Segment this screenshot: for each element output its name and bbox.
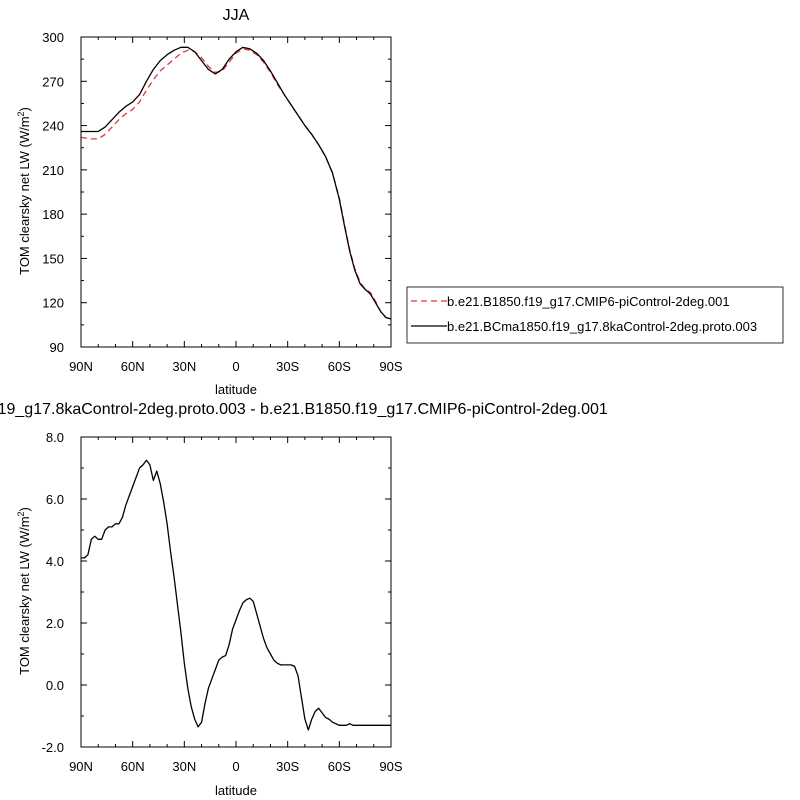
x-tick-label: 30S	[276, 759, 299, 774]
top-chart-y-axis-label: TOM clearsky net LW (W/m2)	[16, 107, 32, 275]
x-tick-label: 30N	[172, 759, 196, 774]
x-tick-label: 90S	[379, 759, 402, 774]
y-tick-label: 300	[42, 30, 64, 45]
x-tick-label: 30N	[172, 359, 196, 374]
y-tick-label: 240	[42, 119, 64, 134]
plot-frame	[80, 36, 392, 348]
top-chart-title: JJA	[223, 7, 250, 24]
bottom-chart-title: b.e21.BCma1850.f19_g17.8kaControl-2deg.p…	[0, 401, 608, 418]
x-tick-label: 60N	[121, 759, 145, 774]
x-tick-label: 60N	[121, 359, 145, 374]
legend-label-8kacontrol: b.e21.BCma1850.f19_g17.8kaControl-2deg.p…	[447, 319, 757, 334]
top-chart-x-axis-label: latitude	[215, 382, 257, 397]
y-tick-label: 0.0	[46, 678, 64, 693]
series-line-8kacontrol	[81, 46, 392, 320]
x-tick-label: 60S	[328, 359, 351, 374]
y-tick-label: 150	[42, 251, 64, 266]
bottom-chart-x-axis-label: latitude	[215, 783, 257, 798]
x-tick-label: 90N	[69, 359, 93, 374]
legend-frame	[406, 286, 784, 344]
y-tick-label: 2.0	[46, 616, 64, 631]
y-tick-label: 4.0	[46, 554, 64, 569]
x-tick-label: 90S	[379, 359, 402, 374]
bottom-chart-panel: b.e21.BCma1850.f19_g17.8kaControl-2deg.p…	[0, 401, 608, 798]
plot-frame	[80, 436, 392, 748]
y-tick-label: 270	[42, 74, 64, 89]
x-tick-label: 30S	[276, 359, 299, 374]
series-line-difference	[81, 459, 391, 731]
series-line-picontrol	[80, 48, 392, 320]
y-tick-label: 180	[42, 207, 64, 222]
top-chart-legend: b.e21.B1850.f19_g17.CMIP6-piControl-2deg…	[406, 286, 784, 344]
y-tick-label: 6.0	[46, 492, 64, 507]
y-tick-label: -2.0	[42, 740, 64, 755]
x-tick-label: 60S	[328, 759, 351, 774]
x-tick-label: 90N	[69, 759, 93, 774]
top-chart-panel: JJA TOM clearsky net LW (W/m2) latitude …	[16, 7, 403, 397]
legend-label-picontrol: b.e21.B1850.f19_g17.CMIP6-piControl-2deg…	[447, 294, 730, 309]
y-tick-label: 120	[42, 296, 64, 311]
bottom-chart-y-axis-label: TOM clearsky net LW (W/m2)	[16, 507, 32, 675]
y-tick-label: 210	[42, 163, 64, 178]
y-tick-label: 90	[50, 340, 64, 355]
y-tick-label: 8.0	[46, 430, 64, 445]
x-tick-label: 0	[232, 359, 239, 374]
x-tick-label: 0	[232, 759, 239, 774]
